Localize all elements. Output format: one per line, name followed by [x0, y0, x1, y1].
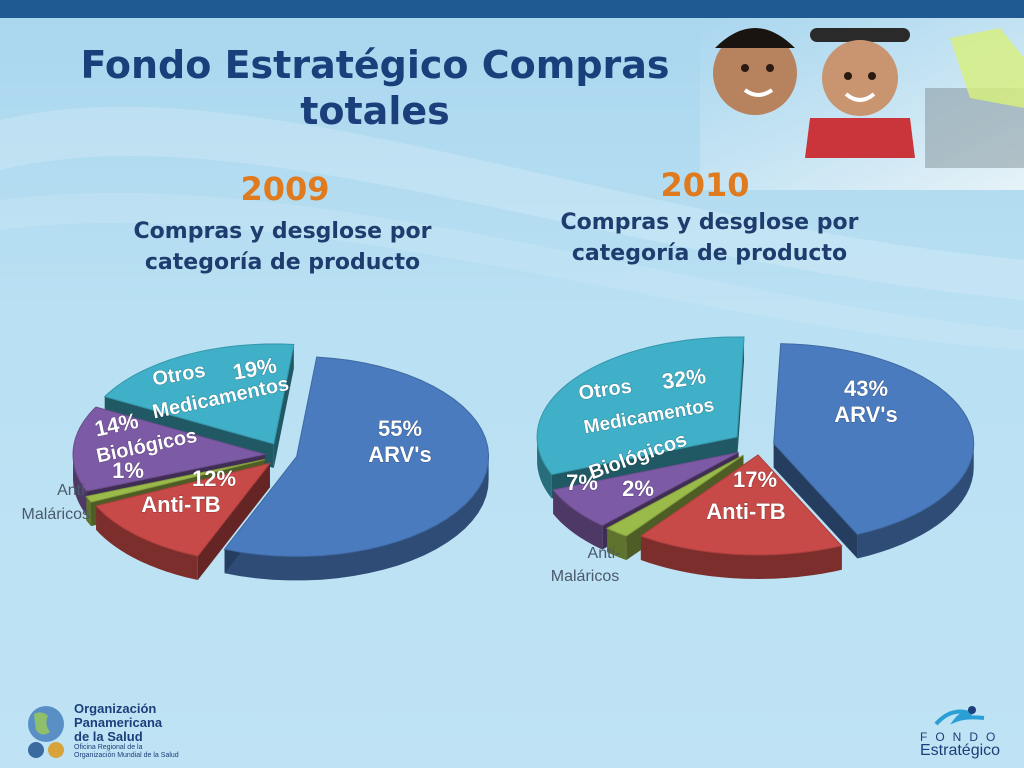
pie-2009-arvs-side [224, 455, 489, 581]
label-2010-arvs-pct: 43% [844, 376, 888, 401]
pie-2010-bio-slice [552, 451, 739, 527]
label-2009-antimal-pct: 1% [112, 458, 144, 483]
pie-2010-otros-slice [536, 336, 745, 476]
pie-2010-arvs-side [857, 443, 974, 559]
pie-2010-antitb-side [640, 535, 842, 579]
ops-logo: Organización Panamericana de la Salud Of… [22, 702, 212, 764]
ops-line1: Organización [74, 701, 157, 716]
ops-line3: de la Salud [74, 729, 143, 744]
pie-2010-bio-side [553, 489, 603, 550]
label-2010-antimal-name2: Maláricos [551, 568, 619, 585]
pie-2010-arvs-wall-1 [773, 443, 858, 559]
fe-top-text: FONDO [920, 730, 1004, 744]
pie-2010-antimal-slice [605, 454, 744, 537]
pie-2010-antitb-slice [639, 454, 843, 556]
globe-icon [28, 706, 64, 758]
pie-2009-otros-wall-1 [273, 344, 294, 468]
year-2010: 2010 [660, 166, 750, 204]
label-2010-bio-pct: 7% [566, 470, 598, 495]
year-2009: 2009 [240, 170, 330, 208]
label-2010-antitb-name: Anti-TB [706, 499, 785, 524]
pie-2010-arvs-slice [773, 343, 975, 536]
subtitle-2010: Compras y desglose por categoría de prod… [560, 210, 859, 266]
label-2010-antimal-pct: 2% [622, 476, 654, 501]
pie-2009-bio-side [73, 452, 87, 516]
swirl-icon [934, 706, 985, 726]
pie-2009 [72, 343, 490, 581]
pie-2009-antitb-wall-0 [197, 463, 270, 581]
label-2009-antimal-name2: Maláricos [22, 506, 90, 523]
label-2009-arvs-name: ARV's [368, 442, 432, 467]
pie-2009-antimal-side [86, 496, 92, 527]
ops-line2: Panamericana [74, 715, 163, 730]
subtitle-2009: Compras y desglose por categoría de prod… [133, 219, 432, 275]
page-title: Fondo Estratégico Compras totales [40, 42, 710, 134]
label-2009-arvs-pct: 55% [378, 416, 422, 441]
fe-bottom-text: Estratégico [920, 742, 1001, 759]
title-line2: totales [300, 89, 450, 133]
pie-2010-antimal-side [607, 528, 627, 561]
label-2009-antitb-name: Anti-TB [141, 492, 220, 517]
pie-2009-otros-slice [103, 343, 295, 445]
pie-2009-bio-slice [72, 406, 266, 492]
pie-2009-arvs-slice [223, 356, 490, 557]
label-2009-antimal-name1: Anti- [57, 482, 90, 499]
children-lab-photo [700, 18, 1024, 190]
ops-sub2: Organización Mundial de la Salud [74, 752, 179, 759]
pie-2009-antimal-slice [85, 459, 265, 503]
label-2009-antitb-pct: 12% [192, 466, 236, 491]
pie-2010 [536, 336, 975, 579]
pie-2010-otros-side [537, 435, 552, 499]
top-bar [0, 0, 1024, 18]
pie-2009-antitb-slice [95, 462, 272, 557]
label-2010-antimal-name1: Anti- [588, 545, 621, 562]
fondo-estrategico-logo: FONDO Estratégico [912, 704, 1007, 762]
pie-2009-antitb-side [96, 505, 198, 581]
title-line1: Fondo Estratégico Compras [80, 43, 670, 87]
label-2010-antitb-pct: 17% [733, 467, 777, 492]
label-2010-arvs-name: ARV's [834, 402, 898, 427]
ops-sub1: Oficina Regional de la [74, 744, 143, 751]
